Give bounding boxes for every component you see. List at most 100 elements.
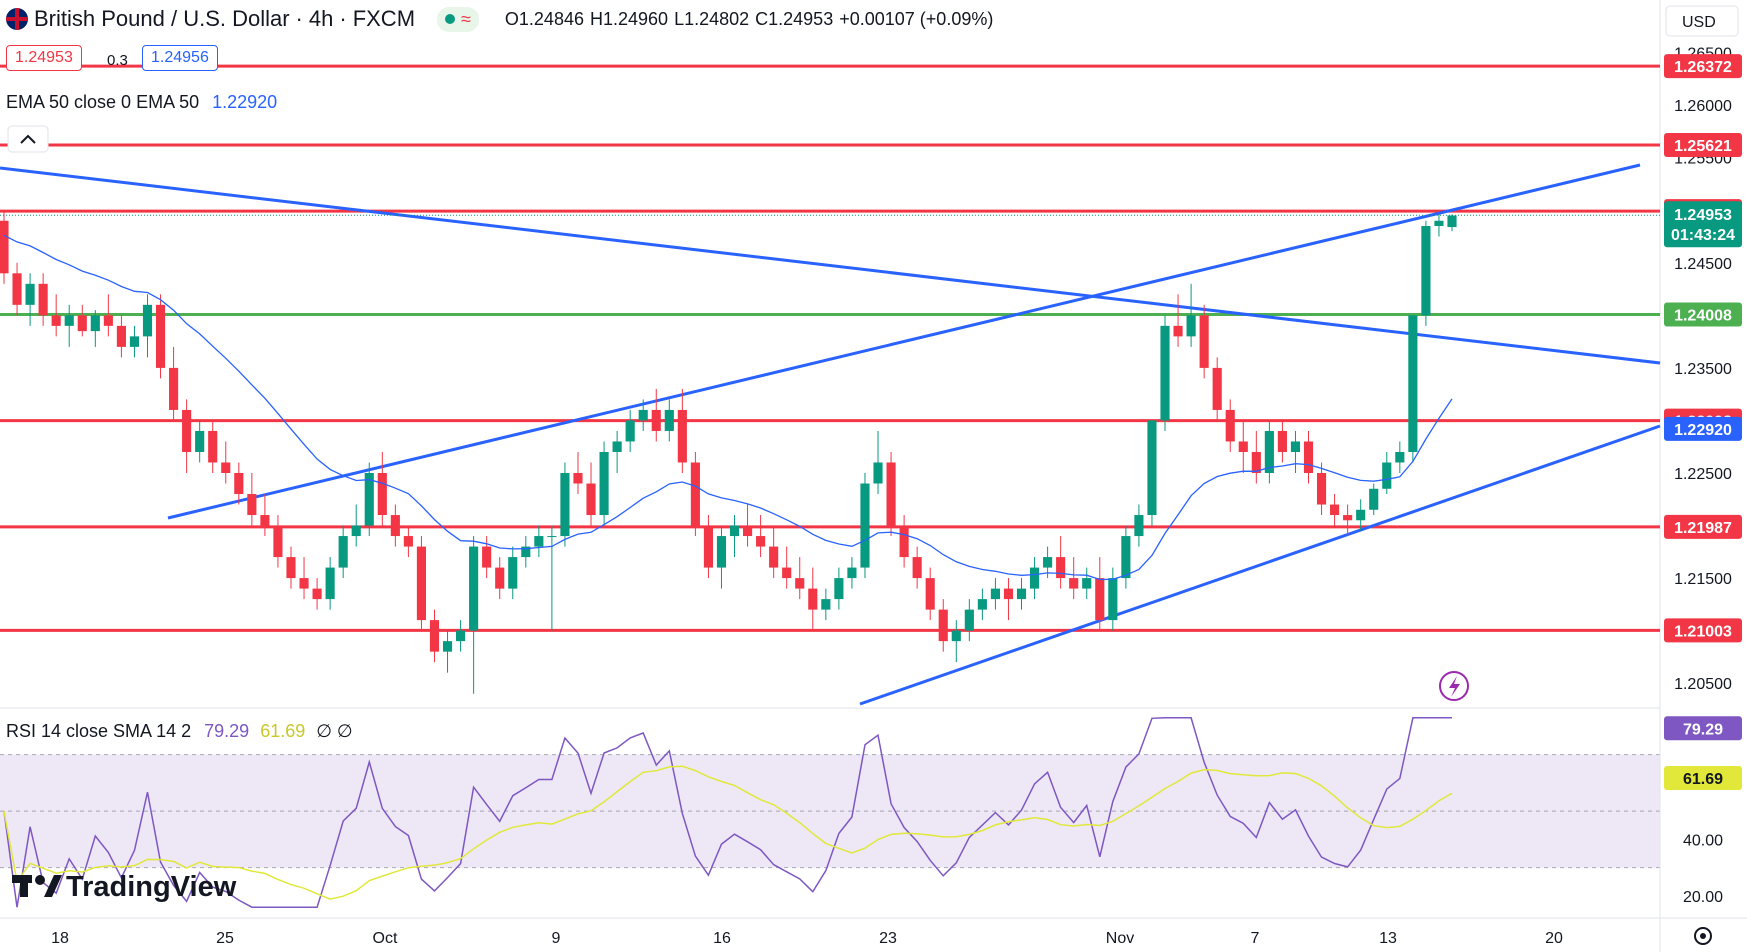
candle-body — [260, 515, 270, 526]
candle-body — [703, 525, 713, 568]
collapse-button[interactable] — [7, 125, 49, 153]
countdown-value: 01:43:24 — [1671, 227, 1735, 244]
candle-body — [142, 304, 153, 337]
trendline — [0, 166, 1661, 365]
candle-body — [664, 409, 674, 431]
candle-body — [743, 525, 753, 537]
rsi-sma-tag-label: 61.69 — [1683, 771, 1723, 788]
candle-body — [51, 315, 61, 326]
candle-body — [442, 641, 453, 652]
tradingview-logo-icon — [12, 875, 62, 897]
candle-body — [951, 630, 961, 642]
candle-body — [573, 472, 583, 484]
candle-body — [1199, 315, 1209, 368]
time-tick-label: 23 — [879, 930, 897, 947]
level-tag — [1664, 302, 1742, 327]
last-price-tag — [1664, 201, 1742, 248]
candle-body — [599, 451, 609, 516]
candle-body — [612, 441, 622, 452]
ema-legend-label: EMA 50 close 0 EMA 50 — [6, 92, 200, 112]
currency-label: USD — [1682, 14, 1716, 31]
gear-icon[interactable] — [1694, 927, 1712, 945]
candle-body — [625, 420, 635, 442]
currency-button[interactable] — [1665, 5, 1739, 37]
candle-body — [1069, 578, 1079, 589]
candle-body — [925, 578, 935, 610]
candle-body — [1029, 567, 1040, 589]
candle-body — [469, 546, 479, 631]
price-tick-label: 1.23500 — [1674, 361, 1732, 378]
candle-body — [299, 578, 309, 589]
candle-body — [312, 588, 322, 600]
price-tick-label: 1.20500 — [1674, 676, 1732, 693]
candle-body — [899, 525, 909, 558]
candle-body — [795, 578, 805, 589]
candle-body — [495, 567, 505, 589]
candle-body — [456, 630, 466, 642]
candle-body — [834, 578, 844, 600]
candle-body — [208, 430, 218, 463]
candle-body — [195, 430, 205, 452]
candle-body — [586, 483, 596, 516]
ema-legend[interactable]: EMA 50 close 0 EMA 50 1.22920 — [6, 92, 277, 113]
candle-body — [990, 588, 1000, 600]
lightning-icon[interactable] — [1439, 671, 1469, 701]
candle-body — [1343, 515, 1353, 521]
interval[interactable]: 4h — [308, 6, 334, 31]
last-price-value: 1.24953 — [1674, 207, 1732, 224]
candle-body — [25, 283, 35, 305]
candle-body — [1382, 462, 1392, 489]
ema-tag — [1664, 416, 1742, 441]
candle-body — [873, 462, 883, 484]
candle-body — [1147, 420, 1157, 516]
ema-tag-label: 1.22920 — [1674, 422, 1732, 439]
market-status-badge[interactable]: ≈ — [437, 6, 479, 32]
candle-body — [938, 609, 948, 642]
candle-body — [964, 609, 974, 631]
brand-text: TradingView — [66, 871, 237, 903]
candle-body — [234, 472, 244, 495]
level-tag-label: 1.24008 — [1674, 308, 1732, 325]
trendline — [859, 424, 1661, 706]
candle-body — [38, 283, 48, 316]
candle-body — [821, 599, 831, 610]
time-tick-label: 20 — [1545, 930, 1563, 947]
price-axis-tags: 1.263721.256211.249921.240081.229981.219… — [1664, 54, 1742, 643]
candle-body — [169, 367, 179, 410]
candle-body — [1173, 325, 1183, 337]
rsi-line — [3, 717, 1452, 908]
candle-body — [325, 567, 335, 600]
candle-body — [1056, 557, 1066, 579]
candle-body — [1316, 472, 1327, 505]
rsi-legend-value: 79.29 — [204, 721, 250, 741]
candle-body — [1003, 588, 1014, 600]
candle-body — [286, 557, 296, 579]
candle-body — [1434, 220, 1444, 227]
time-tick-label: 25 — [216, 930, 234, 947]
candle-body — [860, 483, 870, 568]
candle-body — [377, 472, 387, 516]
price-tick-label: 1.21500 — [1674, 571, 1732, 588]
ohlc-open: O1.24846 — [504, 8, 584, 29]
candle-body — [1264, 430, 1274, 473]
candle-body — [77, 315, 87, 332]
candle-body — [1095, 578, 1105, 621]
candle-body — [1225, 409, 1235, 442]
symbol-name[interactable]: British Pound / U.S. Dollar — [34, 6, 290, 31]
rsi-tick-label: 20.00 — [1683, 889, 1723, 906]
price-tick-label: 1.26000 — [1674, 98, 1732, 115]
trendlines[interactable] — [0, 163, 1661, 706]
buy-button[interactable]: 1.24956 — [142, 45, 218, 71]
candle-body — [651, 409, 661, 431]
candle-body — [769, 546, 779, 568]
ohlc-high: H1.24960 — [589, 8, 669, 29]
candle-body — [182, 409, 192, 452]
candle-body — [977, 599, 987, 610]
candle-body — [1016, 588, 1027, 600]
candle-body — [847, 567, 857, 579]
sell-button[interactable]: 1.24953 — [6, 45, 82, 71]
time-tick-label: 13 — [1379, 930, 1397, 947]
rsi-legend[interactable]: RSI 14 close SMA 14 2 79.29 61.69 ∅ ∅ — [6, 721, 353, 742]
ema-line — [3, 234, 1453, 581]
